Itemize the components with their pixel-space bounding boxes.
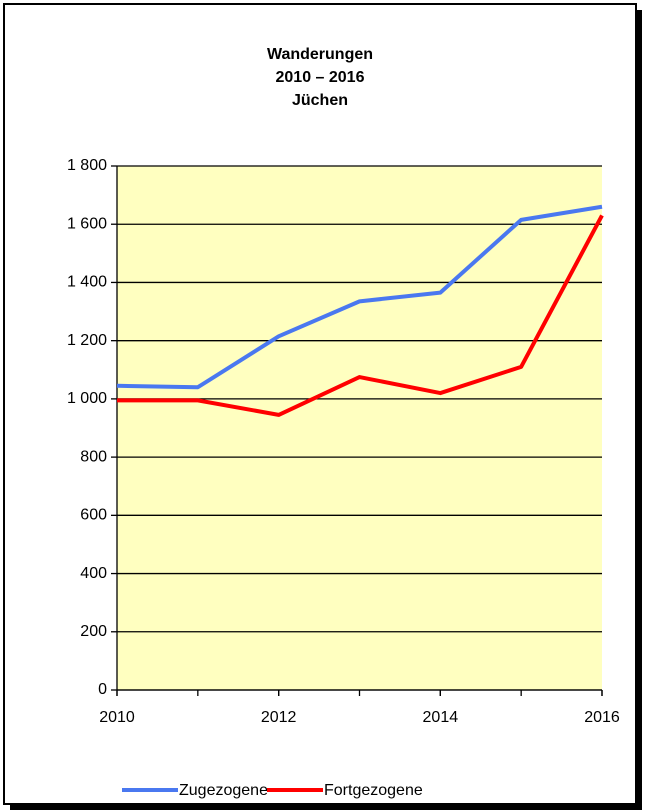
x-tick-label: 2016 (584, 709, 620, 726)
y-tick-label: 1 000 (67, 390, 107, 407)
series-line (116, 204, 603, 390)
chart-title: 2010 – 2016 (276, 69, 365, 86)
chart-title: Wanderungen (267, 46, 373, 63)
legend-label: Zugezogene (179, 782, 268, 799)
y-tick-label: 0 (98, 681, 107, 698)
legend-label: Fortgezogene (324, 782, 423, 799)
chart-title: Jüchen (292, 92, 348, 109)
series-line (117, 214, 604, 417)
y-tick-label: 400 (80, 565, 107, 582)
x-tick-label: 2010 (99, 709, 135, 726)
x-tick-label: 2014 (423, 709, 459, 726)
plot-area (117, 166, 602, 690)
y-tick-label: 1 400 (67, 274, 107, 291)
x-tick-label: 2012 (261, 709, 297, 726)
y-tick-label: 200 (80, 623, 107, 640)
y-tick-label: 800 (80, 448, 107, 465)
y-tick-label: 1 200 (67, 332, 107, 349)
y-tick-label: 1 800 (67, 157, 107, 174)
y-tick-label: 600 (80, 507, 107, 524)
y-tick-label: 1 600 (67, 215, 107, 232)
